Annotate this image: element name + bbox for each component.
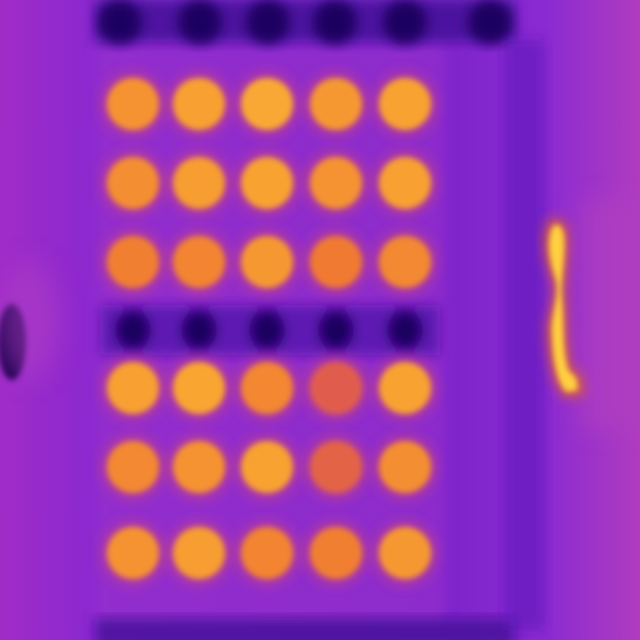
- hot-spot: [173, 78, 225, 130]
- hot-spot: [241, 157, 293, 209]
- cold-spot: [115, 310, 151, 350]
- hot-spot-grid: [101, 72, 437, 585]
- cold-spot: [387, 310, 423, 350]
- cold-top-notches: [98, 0, 512, 44]
- cold-spot: [249, 310, 285, 350]
- hot-spot: [107, 527, 159, 579]
- cold-spot: [181, 310, 217, 350]
- hot-spot: [379, 157, 431, 209]
- right-edge-warm: [580, 200, 640, 430]
- hot-spot: [379, 78, 431, 130]
- cold-middle-row: [100, 305, 440, 355]
- hot-spot: [379, 441, 431, 493]
- cold-spot: [318, 310, 354, 350]
- cold-top-band: [95, 0, 515, 42]
- hot-spot: [173, 362, 225, 414]
- cold-notch: [313, 0, 357, 44]
- hot-spot: [173, 527, 225, 579]
- cold-notch: [246, 0, 290, 44]
- hot-spot: [379, 362, 431, 414]
- hot-spot: [241, 362, 293, 414]
- hot-spot: [241, 527, 293, 579]
- hot-spot: [173, 236, 225, 288]
- hot-spot: [173, 441, 225, 493]
- hot-spot: [107, 236, 159, 288]
- hot-spot: [310, 157, 362, 209]
- hot-spot: [107, 157, 159, 209]
- right-structure: [505, 40, 545, 630]
- hot-spot: [310, 527, 362, 579]
- hot-spot: [241, 78, 293, 130]
- cold-notch: [468, 0, 512, 44]
- hot-spot: [310, 78, 362, 130]
- hot-spot: [310, 362, 362, 414]
- hot-spot: [379, 236, 431, 288]
- hot-spot: [107, 78, 159, 130]
- cold-bottom-band: [95, 618, 515, 640]
- cold-notch: [178, 0, 222, 44]
- hot-spot: [310, 441, 362, 493]
- hot-spot: [379, 527, 431, 579]
- hot-spot: [241, 441, 293, 493]
- cold-notch: [98, 0, 142, 44]
- hot-spot: [241, 236, 293, 288]
- hot-spot: [310, 236, 362, 288]
- cold-notch: [383, 0, 427, 44]
- hot-spot: [173, 157, 225, 209]
- hot-strip: [543, 217, 585, 398]
- hot-spot: [107, 441, 159, 493]
- hot-spot: [107, 362, 159, 414]
- left-warm-edge: [0, 260, 60, 380]
